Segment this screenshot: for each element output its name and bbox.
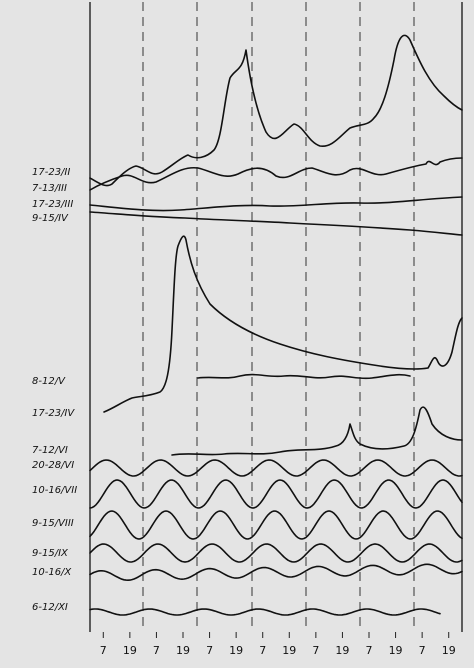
trace-label: 10-16/X <box>32 567 72 578</box>
plot-frame <box>89 2 463 632</box>
trace-label: 9-15/VIII <box>32 518 74 529</box>
x-tick-label: 7 <box>312 644 319 657</box>
x-tick-label: 7 <box>366 644 373 657</box>
trace-label: 17-23/II <box>32 167 70 178</box>
trace <box>89 543 463 563</box>
x-tick-label: 7 <box>153 644 160 657</box>
rhythmic-traces <box>89 459 463 616</box>
x-tick-label: 7 <box>206 644 213 657</box>
x-tick-label: 19 <box>176 644 190 657</box>
trace-label: 10-16/VII <box>32 485 77 496</box>
traces <box>89 34 463 456</box>
trace-label: 17-23/IV <box>32 408 75 419</box>
x-tick-label: 19 <box>389 644 403 657</box>
trace <box>89 196 463 212</box>
trace <box>89 479 463 509</box>
trace <box>103 235 463 413</box>
trace-labels: 17-23/II 7-13/III 17-23/III 9-15/IV 8-12… <box>32 167 77 613</box>
x-tick-label: 19 <box>335 644 349 657</box>
trace <box>197 373 411 380</box>
trace-label: 6-12/XI <box>32 602 68 613</box>
x-tick-label: 19 <box>123 644 137 657</box>
trace <box>89 157 463 191</box>
trace <box>171 406 463 456</box>
trace-label: 8-12/V <box>32 376 66 387</box>
x-ticks: 7 19 7 19 7 19 7 19 7 19 7 19 7 19 <box>100 632 456 657</box>
x-tick-label: 7 <box>419 644 426 657</box>
x-tick-label: 19 <box>442 644 456 657</box>
trace <box>89 563 463 581</box>
trace-label: 9-15/IX <box>32 548 69 559</box>
trace <box>89 510 463 540</box>
trace-label: 7-12/VI <box>32 445 68 456</box>
trace <box>89 211 463 236</box>
trace-label: 7-13/III <box>32 183 67 194</box>
trace-label: 20-28/VI <box>32 460 74 471</box>
x-tick-label: 19 <box>229 644 243 657</box>
trace <box>89 34 463 187</box>
trace <box>89 608 441 616</box>
x-tick-label: 7 <box>259 644 266 657</box>
trace-label: 9-15/IV <box>32 213 69 224</box>
x-tick-label: 7 <box>100 644 107 657</box>
trace <box>89 459 463 477</box>
x-tick-label: 19 <box>282 644 296 657</box>
trace-label: 17-23/III <box>32 199 73 210</box>
